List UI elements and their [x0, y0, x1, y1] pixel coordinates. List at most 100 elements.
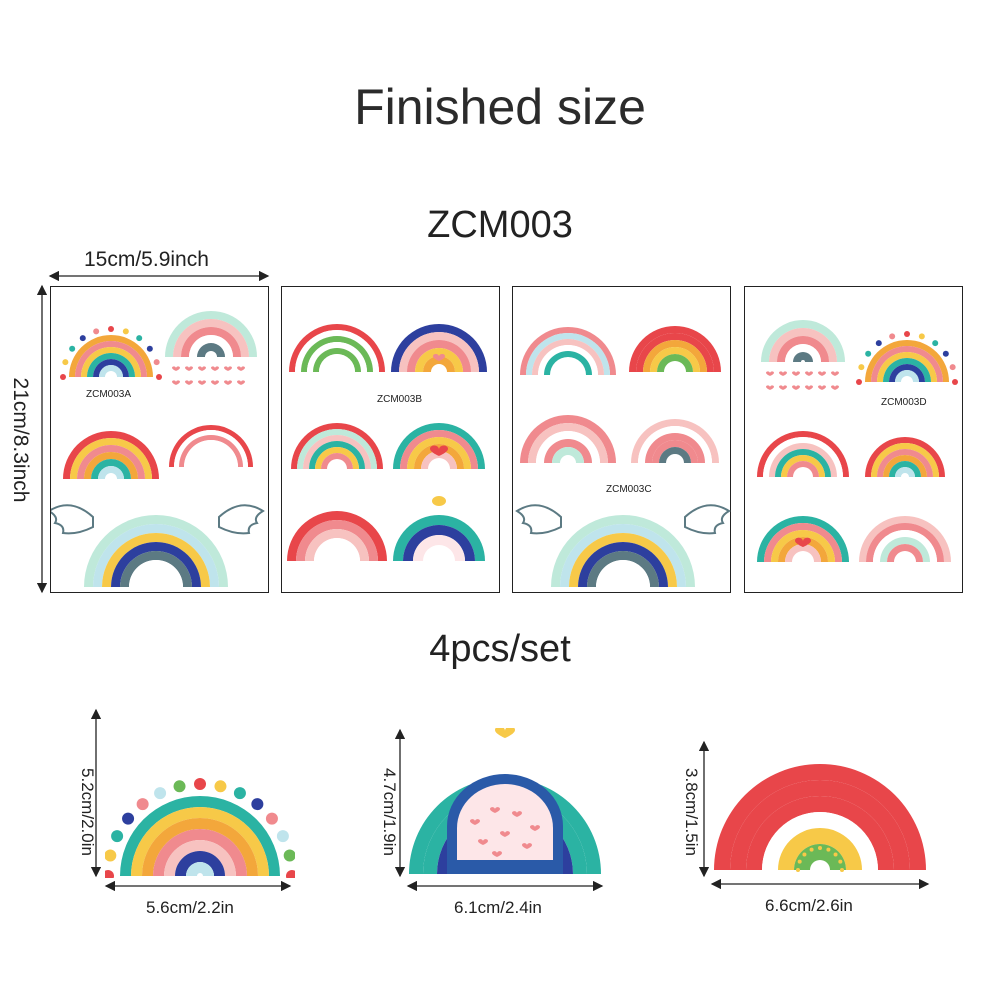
rainbow-band — [746, 796, 894, 870]
heart-icon — [766, 371, 774, 376]
rainbow-band — [93, 524, 219, 587]
rainbow-band — [865, 437, 945, 477]
decor-dot — [889, 333, 896, 340]
rainbow-band — [184, 440, 238, 467]
heart-icon — [185, 366, 193, 371]
heart-icon — [432, 496, 446, 506]
sticker-sheet-c: ZCM003C — [512, 286, 731, 593]
rainbow-band — [87, 353, 135, 377]
decor-dot — [904, 331, 910, 337]
decor-dot — [146, 345, 153, 352]
rainbow-band — [120, 551, 192, 587]
rainbow-band — [111, 542, 201, 587]
rainbow-band — [179, 435, 243, 467]
rainbow-band — [536, 431, 600, 463]
rainbow-band — [91, 459, 131, 479]
decor-dot — [79, 335, 86, 342]
rainbow-band — [297, 429, 377, 469]
sticker-sheet-b: ZCM003B — [281, 286, 500, 593]
rainbow-band — [63, 431, 159, 479]
heart-icon — [512, 811, 522, 817]
decor-dot — [173, 780, 186, 793]
rainbow-band — [165, 311, 257, 357]
decor-dot — [802, 852, 807, 857]
rainbow-band — [714, 764, 926, 870]
sample-2-width-label: 6.1cm/2.4in — [454, 898, 542, 917]
rainbow-band — [315, 447, 359, 469]
rainbow-band — [650, 347, 700, 372]
rainbow-band — [636, 333, 714, 372]
rainbow-band — [75, 341, 147, 377]
sample-2-height-label: 4.7cm/1.9in — [380, 768, 399, 856]
rainbow-band — [895, 370, 919, 382]
heart-icon — [818, 371, 826, 376]
heart-icon — [430, 445, 448, 456]
heart-icon — [831, 371, 839, 376]
rainbow-band — [414, 444, 464, 469]
rainbow-band — [757, 431, 849, 477]
rainbow-band — [871, 443, 939, 477]
heart-icon — [478, 839, 488, 845]
decor-dot — [865, 350, 872, 357]
rainbow-band — [871, 346, 943, 382]
decor-dot — [122, 812, 135, 825]
rainbow-band — [757, 516, 849, 562]
heart-icon — [198, 380, 206, 385]
rainbow-band — [303, 435, 371, 469]
rainbow-band — [295, 330, 379, 372]
sample-1-height-label: 5.2cm/2.0in — [78, 768, 97, 856]
rainbow-band — [84, 515, 228, 587]
decor-dot — [105, 870, 114, 878]
sample-rainbow-dots — [105, 778, 295, 878]
rainbow-band — [730, 780, 910, 870]
rainbow-band — [552, 447, 584, 463]
set-count: 4pcs/set — [429, 628, 571, 670]
sample-rainbow-hearts-dome — [409, 728, 601, 874]
rainbow-band — [532, 339, 604, 375]
sample-rainbow-red — [714, 764, 926, 872]
rainbow-band — [873, 530, 937, 562]
rainbow-band — [785, 344, 821, 362]
rainbow-band — [98, 466, 124, 479]
heart-icon — [795, 537, 811, 547]
rainbow-band — [287, 511, 387, 561]
decor-dot — [952, 379, 958, 385]
rainbow-band — [777, 336, 829, 362]
rainbow-band — [173, 319, 249, 357]
rainbow-band — [142, 818, 258, 876]
heart-icon — [224, 366, 232, 371]
rainbow-band — [895, 467, 915, 477]
rainbow-band — [778, 537, 828, 562]
rainbow-band — [859, 516, 951, 562]
rainbow-band — [877, 449, 933, 477]
rainbow-band — [877, 352, 937, 382]
heart-icon — [522, 843, 532, 849]
rainbow-band — [889, 461, 921, 477]
rainbow-band — [407, 340, 471, 372]
decor-dot — [276, 830, 289, 843]
rainbow-band — [887, 544, 923, 562]
wing-icon — [218, 504, 265, 535]
rainbow-band — [587, 551, 659, 587]
rainbow-band — [560, 524, 686, 587]
decor-dot — [105, 849, 117, 862]
rainbow-band — [415, 348, 463, 372]
decor-dot — [840, 868, 844, 872]
heart-icon — [792, 371, 800, 376]
rainbow-band — [794, 844, 846, 870]
heart-icon — [805, 371, 813, 376]
rainbow-band — [659, 447, 691, 463]
decor-dot — [918, 333, 925, 340]
decor-dot — [838, 859, 843, 864]
heart-icon — [779, 385, 787, 390]
sheet-b-label: ZCM003B — [377, 394, 423, 405]
rainbow-band — [638, 426, 712, 463]
decor-dot — [60, 374, 66, 380]
rainbow-band — [771, 530, 835, 562]
heart-icon — [766, 385, 774, 390]
rainbow-band — [399, 332, 479, 372]
heart-icon — [831, 385, 839, 390]
rainbow-band — [291, 423, 383, 469]
rainbow-band — [423, 356, 455, 372]
rainbow-band — [400, 430, 478, 469]
